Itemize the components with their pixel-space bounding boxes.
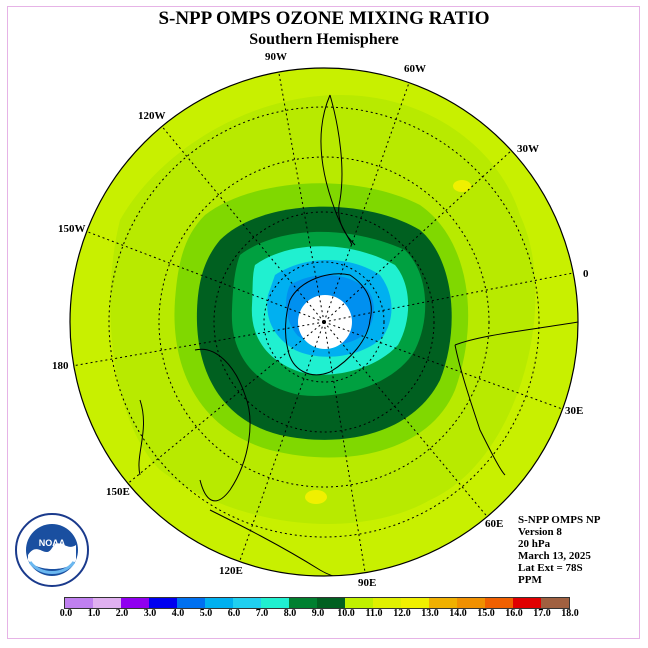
colorbar xyxy=(64,597,570,609)
colorbar-segment xyxy=(177,598,205,608)
lon-label-90e: 90E xyxy=(358,577,377,589)
map-boundary xyxy=(69,67,579,577)
graticule xyxy=(71,68,578,576)
colorbar-segment xyxy=(205,598,233,608)
lon-label-120w: 120W xyxy=(138,110,166,122)
colorbar-tick-label: 13.0 xyxy=(421,608,439,619)
colorbar-segment xyxy=(149,598,177,608)
high-spot-2 xyxy=(305,490,327,504)
colorbar-tick-label: 17.0 xyxy=(533,608,551,619)
colorbar-tick-label: 14.0 xyxy=(449,608,467,619)
colorbar-tick-label: 16.0 xyxy=(505,608,523,619)
map-frame xyxy=(7,6,640,639)
info-instrument: S-NPP OMPS NP xyxy=(518,514,601,526)
lon-label-0: 0 xyxy=(583,268,589,280)
lon-label-120e: 120E xyxy=(219,565,243,577)
colorbar-segment xyxy=(233,598,261,608)
colorbar-segment xyxy=(93,598,121,608)
colorbar-segment xyxy=(401,598,429,608)
lon-label-90w: 90W xyxy=(265,51,287,63)
lon-label-150e: 150E xyxy=(106,486,130,498)
lon-label-30w: 30W xyxy=(517,143,539,155)
colorbar-tick-label: 8.0 xyxy=(283,608,297,619)
colorbar-tick-label: 4.0 xyxy=(171,608,185,619)
colorbar-segment xyxy=(457,598,485,608)
colorbar-tick-label: 12.0 xyxy=(393,608,411,619)
colorbar-tick-label: 3.0 xyxy=(143,608,157,619)
colorbar-segment xyxy=(485,598,513,608)
colorbar-tick-label: 11.0 xyxy=(365,608,383,619)
info-lat-extent: Lat Ext = 78S xyxy=(518,562,583,574)
colorbar-tick-label: 1.0 xyxy=(87,608,101,619)
lon-label-60w: 60W xyxy=(404,63,426,75)
lon-label-180: 180 xyxy=(52,360,69,372)
high-spot-1 xyxy=(453,180,471,192)
colorbar-tick-label: 5.0 xyxy=(199,608,213,619)
colorbar-tick-label: 18.0 xyxy=(561,608,579,619)
colorbar-tick-label: 7.0 xyxy=(255,608,269,619)
lon-label-30e: 30E xyxy=(565,405,584,417)
info-version: Version 8 xyxy=(518,526,562,538)
colorbar-segment xyxy=(429,598,457,608)
info-date: March 13, 2025 xyxy=(518,550,591,562)
colorbar-segment xyxy=(513,598,541,608)
map-info: S-NPP OMPS NP Version 8 20 hPa March 13,… xyxy=(518,514,601,586)
info-units: PPM xyxy=(518,574,542,586)
colorbar-segment xyxy=(121,598,149,608)
pole-marker xyxy=(322,320,326,324)
colorbar-segment xyxy=(541,598,569,608)
lon-label-60e: 60E xyxy=(485,518,504,530)
lon-label-150w: 150W xyxy=(58,223,86,235)
colorbar-segment xyxy=(261,598,289,608)
map-title: S-NPP OMPS OZONE MIXING RATIO xyxy=(158,8,490,29)
colorbar-segment xyxy=(345,598,373,608)
colorbar-tick-label: 10.0 xyxy=(337,608,355,619)
colorbar-segment xyxy=(317,598,345,608)
colorbar-tick-label: 2.0 xyxy=(115,608,129,619)
colorbar-segment xyxy=(373,598,401,608)
coastlines xyxy=(138,94,578,576)
map-subtitle: Southern Hemisphere xyxy=(249,31,399,48)
colorbar-tick-label: 15.0 xyxy=(477,608,495,619)
colorbar-tick-label: 0.0 xyxy=(59,608,73,619)
colorbar-segment xyxy=(289,598,317,608)
colorbar-tick-label: 9.0 xyxy=(311,608,325,619)
info-level: 20 hPa xyxy=(518,538,551,550)
colorbar-segment xyxy=(65,598,93,608)
colorbar-tick-label: 6.0 xyxy=(227,608,241,619)
